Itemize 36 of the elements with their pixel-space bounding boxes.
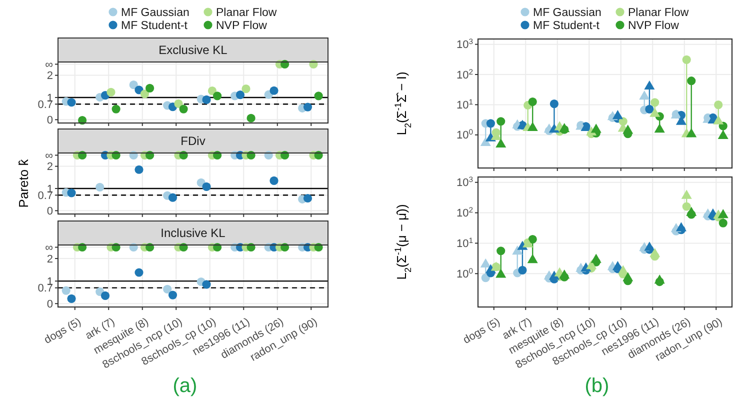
y-tick-label: 0 bbox=[46, 298, 53, 310]
chart-title: FDiv bbox=[180, 134, 206, 148]
y-tick-label: 0.7 bbox=[38, 98, 53, 111]
y-tick-label: 0 bbox=[46, 114, 53, 127]
legend-label: Planar Flow bbox=[216, 7, 278, 20]
text: (b) bbox=[584, 375, 610, 397]
y-tick-label: 0.7 bbox=[38, 190, 53, 202]
y-tick-label: 10$^{1}$ bbox=[456, 236, 473, 250]
y-tick-label: 10$^{0}$ bbox=[456, 266, 473, 280]
y-tick-label: 10$^{3}$ bbox=[456, 36, 473, 52]
y-tick-label: ∞ bbox=[45, 150, 54, 162]
y-tick-label: 2 bbox=[46, 253, 53, 266]
y-tick-label: 0.7 bbox=[38, 282, 53, 295]
y-tick-label: 10$^{3}$ bbox=[456, 174, 473, 190]
y-tick-label: 10$^{0}$ bbox=[456, 127, 473, 142]
legend-label: MF Student-t bbox=[533, 20, 600, 32]
y-tick-label: 2 bbox=[46, 70, 53, 82]
y-tick-label: ∞ bbox=[45, 59, 54, 72]
chart-title: Exclusive KL bbox=[158, 43, 228, 57]
legend-label: MF Gaussian bbox=[533, 7, 602, 20]
legend-label: MF Gaussian bbox=[121, 7, 190, 20]
x-tick-label: dogs (5) bbox=[42, 316, 84, 346]
x-tick-label: dogs (5) bbox=[461, 316, 502, 346]
legend-label: NVP Flow bbox=[216, 20, 268, 32]
y-tick-label: 10$^{1}$ bbox=[456, 97, 473, 112]
y-axis-title: Pareto k̂ bbox=[16, 158, 31, 208]
legend-label: MF Student-t bbox=[121, 20, 188, 32]
y-tick-label: 10$^{2}$ bbox=[456, 205, 473, 220]
legend-label: Planar Flow bbox=[628, 7, 690, 20]
text: (a) bbox=[172, 375, 198, 397]
y-tick-label: 0 bbox=[46, 206, 53, 218]
legend-label: NVP Flow bbox=[628, 20, 680, 32]
y-tick-label: 10$^{2}$ bbox=[456, 66, 473, 82]
y-tick-label: ∞ bbox=[45, 242, 54, 254]
chart-title: Inclusive KL bbox=[160, 226, 226, 240]
y-tick-label: 2 bbox=[46, 161, 53, 174]
